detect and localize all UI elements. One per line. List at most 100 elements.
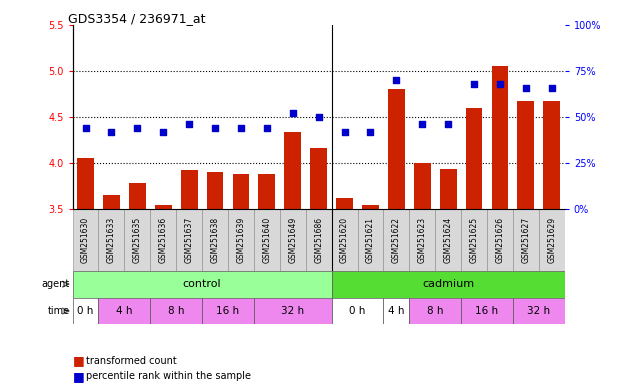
Bar — [77, 158, 94, 209]
Bar — [73, 298, 98, 324]
FancyBboxPatch shape — [124, 209, 150, 271]
FancyBboxPatch shape — [150, 209, 176, 271]
Bar — [336, 198, 353, 209]
Text: 4 h: 4 h — [388, 306, 404, 316]
Text: transformed count: transformed count — [86, 356, 177, 366]
Text: GSM251649: GSM251649 — [288, 217, 297, 263]
FancyBboxPatch shape — [228, 209, 254, 271]
FancyBboxPatch shape — [384, 209, 410, 271]
Bar — [206, 172, 223, 209]
Text: 32 h: 32 h — [281, 306, 304, 316]
Bar — [98, 298, 150, 324]
Bar — [388, 89, 405, 209]
Text: 4 h: 4 h — [116, 306, 133, 316]
Bar — [129, 184, 146, 209]
Text: GSM251636: GSM251636 — [159, 217, 168, 263]
Point — [521, 84, 531, 91]
Bar — [410, 298, 461, 324]
Text: GSM251629: GSM251629 — [547, 217, 557, 263]
Point — [210, 125, 220, 131]
Point — [495, 81, 505, 87]
Bar — [517, 101, 534, 209]
Text: GSM251635: GSM251635 — [133, 217, 142, 263]
Point — [236, 125, 246, 131]
FancyBboxPatch shape — [305, 209, 332, 271]
Text: GSM251620: GSM251620 — [340, 217, 349, 263]
Text: time: time — [47, 306, 69, 316]
FancyBboxPatch shape — [513, 209, 539, 271]
FancyBboxPatch shape — [202, 209, 228, 271]
Point — [469, 81, 479, 87]
FancyBboxPatch shape — [539, 209, 565, 271]
Bar — [440, 169, 457, 209]
FancyBboxPatch shape — [254, 209, 280, 271]
FancyBboxPatch shape — [461, 209, 487, 271]
FancyBboxPatch shape — [410, 209, 435, 271]
Point — [184, 121, 194, 127]
Bar — [150, 298, 202, 324]
Point — [391, 77, 401, 83]
Bar — [180, 170, 198, 209]
Point — [339, 129, 350, 135]
FancyBboxPatch shape — [176, 209, 202, 271]
Text: GDS3354 / 236971_at: GDS3354 / 236971_at — [68, 12, 205, 25]
Text: GSM251640: GSM251640 — [262, 217, 271, 263]
Bar — [332, 271, 565, 298]
Bar — [254, 298, 332, 324]
Text: GSM251624: GSM251624 — [444, 217, 452, 263]
Text: GSM251630: GSM251630 — [81, 217, 90, 263]
Text: cadmium: cadmium — [422, 279, 475, 289]
Text: 8 h: 8 h — [427, 306, 444, 316]
Bar — [73, 271, 332, 298]
Text: 0 h: 0 h — [350, 306, 366, 316]
Text: GSM251633: GSM251633 — [107, 217, 116, 263]
Text: GSM251622: GSM251622 — [392, 217, 401, 263]
Text: 32 h: 32 h — [528, 306, 550, 316]
Bar — [310, 149, 327, 209]
Text: GSM251621: GSM251621 — [366, 217, 375, 263]
Text: 8 h: 8 h — [168, 306, 184, 316]
Bar — [384, 298, 410, 324]
Bar — [259, 174, 275, 209]
Text: control: control — [183, 279, 221, 289]
Point — [107, 129, 117, 135]
Bar — [202, 298, 254, 324]
Text: GSM251623: GSM251623 — [418, 217, 427, 263]
Text: ■: ■ — [73, 370, 85, 383]
Point — [133, 125, 143, 131]
Text: GSM251625: GSM251625 — [469, 217, 478, 263]
Text: 0 h: 0 h — [78, 306, 94, 316]
Point — [314, 114, 324, 120]
FancyBboxPatch shape — [280, 209, 305, 271]
Point — [158, 129, 168, 135]
Text: GSM251638: GSM251638 — [211, 217, 220, 263]
Text: GSM251627: GSM251627 — [521, 217, 531, 263]
Bar — [492, 66, 509, 209]
FancyBboxPatch shape — [98, 209, 124, 271]
Bar — [513, 298, 565, 324]
Bar — [466, 108, 483, 209]
Text: GSM251626: GSM251626 — [495, 217, 504, 263]
Text: 16 h: 16 h — [216, 306, 240, 316]
Point — [417, 121, 427, 127]
Bar — [543, 101, 560, 209]
FancyBboxPatch shape — [487, 209, 513, 271]
Text: GSM251639: GSM251639 — [237, 217, 245, 263]
Text: GSM251637: GSM251637 — [185, 217, 194, 263]
Text: agent: agent — [41, 279, 69, 289]
Bar — [285, 132, 301, 209]
Text: GSM251686: GSM251686 — [314, 217, 323, 263]
FancyBboxPatch shape — [358, 209, 384, 271]
Bar — [332, 298, 384, 324]
FancyBboxPatch shape — [73, 209, 98, 271]
Bar — [414, 163, 431, 209]
Point — [81, 125, 91, 131]
Bar — [362, 205, 379, 209]
Bar — [233, 174, 249, 209]
Point — [443, 121, 453, 127]
Bar — [155, 205, 172, 209]
Point — [262, 125, 272, 131]
Point — [288, 110, 298, 116]
Text: 16 h: 16 h — [476, 306, 498, 316]
Point — [546, 84, 557, 91]
